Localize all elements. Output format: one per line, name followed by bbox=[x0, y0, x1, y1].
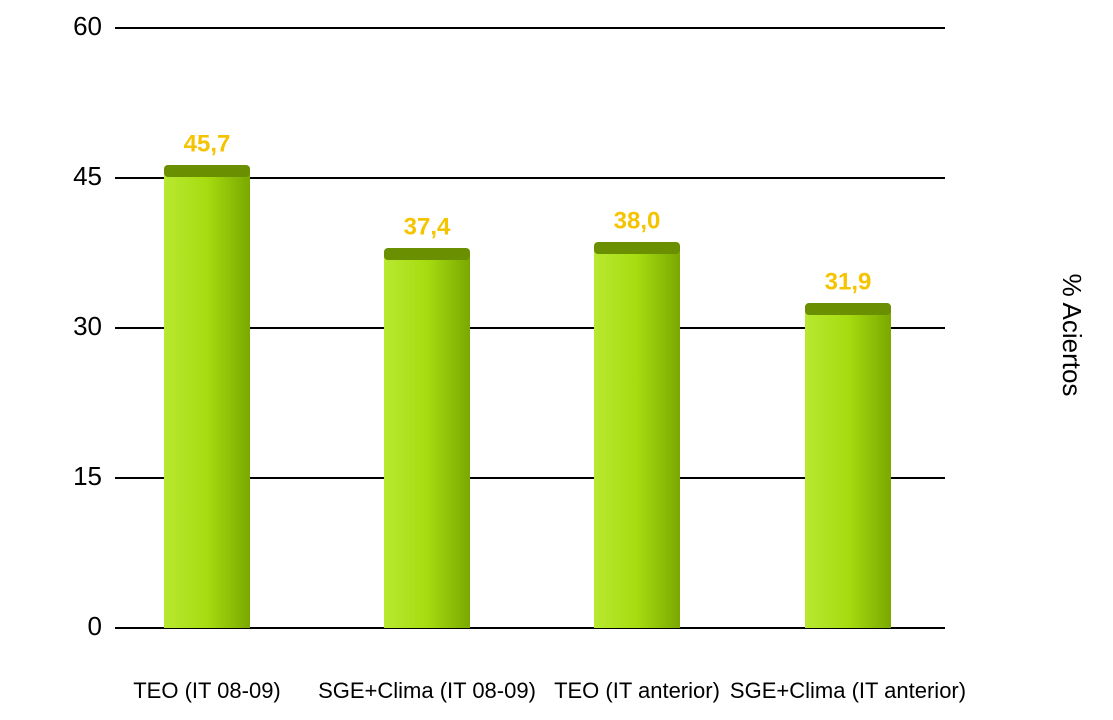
y-axis-title: % Aciertos bbox=[1057, 274, 1087, 397]
bar bbox=[594, 248, 680, 628]
x-tick-label: TEO (IT 08-09) bbox=[133, 678, 281, 703]
bar-top bbox=[164, 165, 250, 177]
bar bbox=[384, 254, 470, 628]
y-tick-label: 15 bbox=[73, 461, 102, 491]
x-tick-label: SGE+Clima (IT anterior) bbox=[730, 678, 966, 703]
bar-top bbox=[384, 248, 470, 260]
x-tick-label: SGE+Clima (IT 08-09) bbox=[318, 678, 536, 703]
y-tick-label: 0 bbox=[88, 611, 102, 641]
bar bbox=[164, 171, 250, 628]
bar-top bbox=[594, 242, 680, 254]
value-label: 31,9 bbox=[825, 268, 872, 295]
x-tick-label: TEO (IT anterior) bbox=[554, 678, 720, 703]
y-tick-label: 30 bbox=[73, 311, 102, 341]
y-tick-label: 60 bbox=[73, 11, 102, 41]
bar bbox=[805, 309, 891, 628]
value-label: 38,0 bbox=[614, 207, 661, 234]
y-tick-label: 45 bbox=[73, 161, 102, 191]
value-label: 45,7 bbox=[184, 130, 231, 157]
value-label: 37,4 bbox=[404, 213, 451, 240]
bar-top bbox=[805, 303, 891, 315]
